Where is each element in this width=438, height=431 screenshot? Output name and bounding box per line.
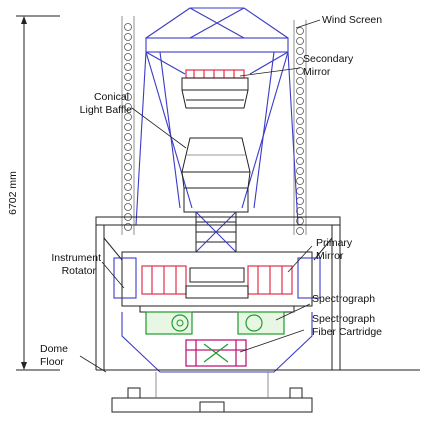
wind-screen-segment-left [124, 53, 132, 61]
wind-screen-segment-right [296, 227, 304, 235]
wind-screen-segment-right [296, 187, 304, 195]
fiber-cartridge-label-1: Spectrograph [312, 313, 375, 325]
wind-screen-segment-right [296, 107, 304, 115]
secondary-mirror-label-2: Mirror [303, 66, 331, 78]
fiber-cartridge [185, 339, 247, 367]
wind-screen-segment-left [124, 143, 132, 151]
wind-screen-segment-right [296, 157, 304, 165]
wind-screen-segment-left [124, 223, 132, 231]
wind-screen-segment-left [124, 193, 132, 201]
wind-screen-segment-left [124, 103, 132, 111]
wind-screen-segment-right [296, 137, 304, 145]
wind-screen-segment-right [296, 177, 304, 185]
wind-screen-segment-right [296, 77, 304, 85]
wind-screen-segment-left [124, 183, 132, 191]
central-baffle-tube [195, 211, 237, 253]
upper-truss [135, 7, 299, 226]
wind-screen-segment-right [296, 37, 304, 45]
wind-screen-segment-left [124, 163, 132, 171]
wind-screen-segment-left [124, 133, 132, 141]
conical-baffle-label-1: Conical [94, 91, 129, 103]
primary-mirror-cell [113, 251, 321, 313]
wind-screen-segment-right [296, 197, 304, 205]
wind-screen-segment-left [124, 23, 132, 31]
spectrograph-right [237, 311, 285, 335]
wind-screen-segment-right [296, 147, 304, 155]
height-dimension [16, 15, 60, 371]
height-dimension-label: 6702 mm [7, 171, 19, 215]
wind-screen-segment-left [124, 203, 132, 211]
instrument-rotator-label-1: Instrument [51, 252, 101, 264]
spectrograph-label: Spectrograph [312, 293, 375, 305]
primary-mirror-label-1: Primary [316, 237, 353, 249]
wind-screen [121, 16, 307, 235]
wind-screen-segment-right [296, 57, 304, 65]
secondary-mirror-label-1: Secondary [303, 53, 354, 65]
wind-screen-segment-right [296, 117, 304, 125]
lower-cone [96, 312, 420, 413]
support-frame [95, 216, 341, 370]
wind-screen-segment-left [124, 33, 132, 41]
wind-screen-segment-left [124, 173, 132, 181]
conical-light-baffle [181, 137, 251, 213]
dome-floor-label-1: Dome [40, 343, 68, 355]
wind-screen-segment-right [296, 207, 304, 215]
wind-screen-segment-left [124, 63, 132, 71]
wind-screen-segment-right [296, 47, 304, 55]
secondary-mirror [181, 69, 249, 109]
conical-baffle-label-2: Light Baffle [80, 104, 133, 116]
wind-screen-segment-left [124, 43, 132, 51]
wind-screen-segment-right [296, 87, 304, 95]
wind-screen-label: Wind Screen [322, 14, 382, 26]
wind-screen-segment-right [296, 127, 304, 135]
instrument-rotator-label-2: Rotator [62, 265, 97, 277]
fiber-cartridge-label-2: Fiber Cartridge [312, 326, 382, 338]
wind-screen-segment-left [124, 73, 132, 81]
wind-screen-segment-left [124, 113, 132, 121]
wind-screen-segment-left [124, 83, 132, 91]
wind-screen-segment-left [124, 123, 132, 131]
wind-screen-segment-left [124, 93, 132, 101]
wind-screen-segment-left [124, 153, 132, 161]
dome-floor-label-2: Floor [40, 356, 64, 368]
wind-screen-segment-right [296, 97, 304, 105]
wind-screen-segment-right [296, 27, 304, 35]
wind-screen-segment-right [296, 67, 304, 75]
wind-screen-segment-right [296, 167, 304, 175]
leader-lines [79, 19, 321, 373]
primary-mirror-label-2: Mirror [316, 250, 344, 262]
spectrograph-left [145, 311, 193, 335]
